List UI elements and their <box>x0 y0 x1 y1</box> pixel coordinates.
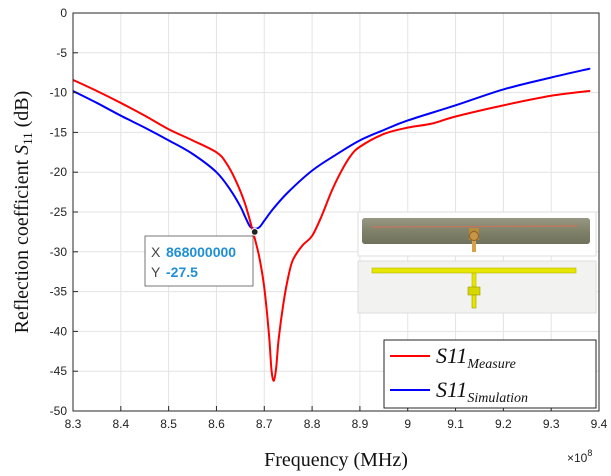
antenna-layout-connector <box>467 286 481 296</box>
y-tick-label: -5 <box>56 46 67 60</box>
legend-box <box>383 339 597 409</box>
legend-label-simulation: S11Simulation <box>436 377 528 406</box>
y-tick-label: -50 <box>50 404 68 418</box>
x-tick-label: 9 <box>404 417 411 431</box>
y-tick-label: -10 <box>50 86 68 100</box>
x-tick-label: 9.4 <box>591 417 608 431</box>
antenna-layout-feed <box>471 272 477 288</box>
y-tick-label: -35 <box>50 285 68 299</box>
x-axis-title: Frequency (MHz) <box>264 449 408 471</box>
y-tick-label: -40 <box>50 324 68 338</box>
legend: S11Measure S11Simulation <box>383 339 597 409</box>
y-tick-label: -15 <box>50 125 68 139</box>
x-tick-label: 8.9 <box>352 417 369 431</box>
antenna-connector-nut <box>469 231 479 241</box>
y-tick-label: -20 <box>50 165 68 179</box>
x-tick-label: 8.5 <box>160 417 177 431</box>
datatip-y-label: Y <box>151 264 161 280</box>
tick-labels: 8.3 8.4 8.5 8.6 8.7 8.8 8.9 9 9.1 9.2 9.3 9.4 0 -5 -10… <box>50 6 608 431</box>
x-tick-label: 8.4 <box>112 417 129 431</box>
datatip-y-value: -27.5 <box>166 264 198 280</box>
datatip[interactable]: X 868000000 Y -27.5 <box>144 231 259 287</box>
x-tick-label: 9.3 <box>543 417 560 431</box>
x-tick-label: 8.8 <box>304 417 321 431</box>
x-tick-label: 8.3 <box>65 417 82 431</box>
antenna-copper-trace <box>371 225 579 228</box>
datatip-x-label: X <box>151 244 161 260</box>
datatip-marker <box>250 228 259 236</box>
x-tick-label: 9.1 <box>447 417 464 431</box>
antenna-layout-connector-pin <box>471 294 477 309</box>
y-tick-label: -45 <box>50 364 68 378</box>
datatip-box <box>144 235 254 287</box>
x-tick-label: 9.2 <box>495 417 512 431</box>
antenna-inset <box>357 211 597 314</box>
series-line-measure <box>73 78 591 382</box>
antenna-layout-arm <box>371 267 577 274</box>
antenna-connector-pin <box>472 240 476 252</box>
x-tick-label: 8.7 <box>256 417 273 431</box>
series-lines <box>73 67 591 382</box>
y-tick-label: -30 <box>50 245 68 259</box>
y-tick-label: 0 <box>60 6 67 20</box>
datatip-x-value: 868000000 <box>166 244 236 260</box>
y-tick-label: -25 <box>50 205 68 219</box>
x-axis-exponent: ×108 <box>567 448 592 465</box>
y-axis-title: Reflection coefficient S11 (dB) <box>11 91 35 334</box>
legend-label-measure: S11Measure <box>436 343 516 372</box>
x-tick-label: 8.6 <box>208 417 225 431</box>
series-line-simulation <box>73 67 591 230</box>
